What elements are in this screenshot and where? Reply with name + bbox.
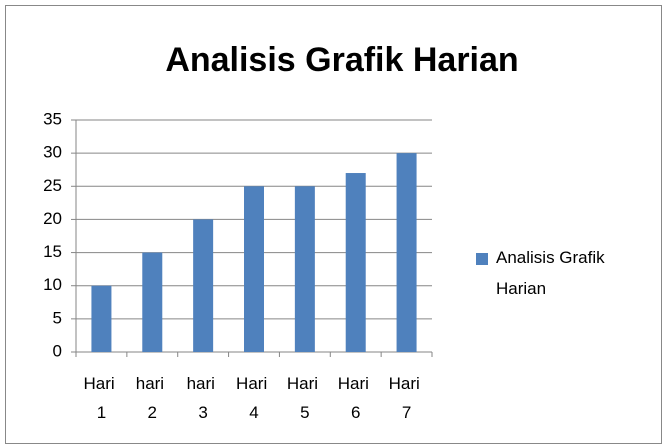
y-tick-label: 30: [43, 143, 62, 162]
bar: [345, 173, 366, 352]
legend-swatch: [476, 253, 488, 265]
y-tick-label: 5: [53, 308, 62, 327]
x-tick-label: Hari 6: [338, 374, 374, 422]
x-tick-label: Hari 7: [389, 374, 425, 422]
bar: [244, 186, 264, 352]
y-tick-label: 15: [43, 242, 62, 261]
x-tick-label: Hari 1: [83, 374, 119, 422]
bar: [193, 219, 214, 352]
bar: [91, 285, 112, 352]
chart-title: Analisis Grafik Harian: [165, 41, 518, 79]
x-tick-label: Hari 4: [236, 374, 272, 422]
bar: [142, 252, 163, 352]
y-tick-label: 10: [43, 275, 62, 294]
bar: [294, 186, 315, 352]
chart-border: [5, 5, 662, 444]
x-tick-label: hari 3: [187, 374, 220, 422]
y-tick-label: 25: [43, 176, 62, 195]
x-tick-label: Hari 5: [287, 374, 323, 422]
bar: [396, 153, 417, 352]
legend-label: Analisis Grafik Harian: [496, 248, 609, 298]
x-tick-label: hari 2: [136, 374, 169, 422]
y-tick-label: 35: [43, 109, 62, 128]
y-tick-label: 20: [43, 209, 62, 228]
y-tick-label: 0: [53, 341, 62, 360]
